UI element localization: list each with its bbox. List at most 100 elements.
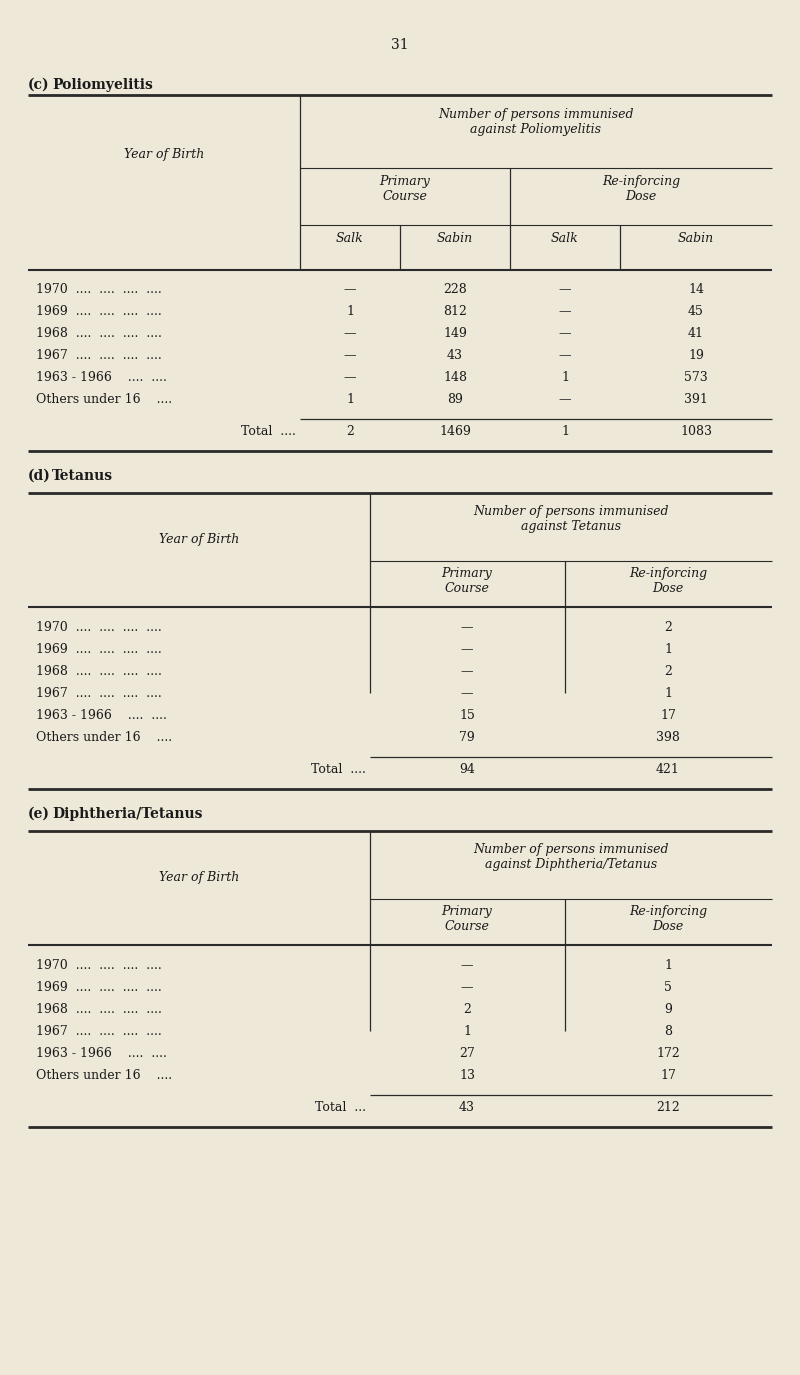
Text: 421: 421 [656, 763, 680, 776]
Text: 1970  ....  ....  ....  ....: 1970 .... .... .... .... [36, 622, 162, 634]
Text: 1: 1 [346, 305, 354, 318]
Text: 391: 391 [684, 393, 708, 406]
Text: 573: 573 [684, 371, 708, 384]
Text: 148: 148 [443, 371, 467, 384]
Text: 89: 89 [447, 393, 463, 406]
Text: 1968  ....  ....  ....  ....: 1968 .... .... .... .... [36, 666, 162, 678]
Text: 9: 9 [664, 1002, 672, 1016]
Text: 1: 1 [664, 644, 672, 656]
Text: 212: 212 [656, 1101, 680, 1114]
Text: 228: 228 [443, 283, 467, 296]
Text: —: — [344, 349, 356, 362]
Text: (e): (e) [28, 807, 50, 821]
Text: 45: 45 [688, 305, 704, 318]
Text: Others under 16    ....: Others under 16 .... [36, 1068, 172, 1082]
Text: Re-inforcing
Dose: Re-inforcing Dose [602, 175, 680, 204]
Text: 149: 149 [443, 327, 467, 340]
Text: 398: 398 [656, 732, 680, 744]
Text: Number of persons immunised
against Poliomyelitis: Number of persons immunised against Poli… [438, 109, 634, 136]
Text: 1970  ....  ....  ....  ....: 1970 .... .... .... .... [36, 283, 162, 296]
Text: 15: 15 [459, 710, 475, 722]
Text: 1963 - 1966    ....  ....: 1963 - 1966 .... .... [36, 710, 167, 722]
Text: Total  ...: Total ... [315, 1101, 366, 1114]
Text: —: — [461, 980, 474, 994]
Text: —: — [461, 644, 474, 656]
Text: Primary
Course: Primary Course [442, 905, 493, 934]
Text: 1: 1 [346, 393, 354, 406]
Text: 17: 17 [660, 1068, 676, 1082]
Text: —: — [558, 305, 571, 318]
Text: —: — [461, 688, 474, 700]
Text: 2: 2 [664, 622, 672, 634]
Text: —: — [344, 283, 356, 296]
Text: Diphtheria/Tetanus: Diphtheria/Tetanus [52, 807, 202, 821]
Text: Others under 16    ....: Others under 16 .... [36, 393, 172, 406]
Text: —: — [461, 666, 474, 678]
Text: 17: 17 [660, 710, 676, 722]
Text: —: — [558, 327, 571, 340]
Text: 41: 41 [688, 327, 704, 340]
Text: Year of Birth: Year of Birth [159, 534, 239, 546]
Text: 31: 31 [391, 38, 409, 52]
Text: 1969  ....  ....  ....  ....: 1969 .... .... .... .... [36, 980, 162, 994]
Text: 13: 13 [459, 1068, 475, 1082]
Text: Re-inforcing
Dose: Re-inforcing Dose [629, 566, 707, 595]
Text: —: — [344, 327, 356, 340]
Text: 27: 27 [459, 1046, 475, 1060]
Text: 1963 - 1966    ....  ....: 1963 - 1966 .... .... [36, 371, 167, 384]
Text: 5: 5 [664, 980, 672, 994]
Text: —: — [461, 958, 474, 972]
Text: 1968  ....  ....  ....  ....: 1968 .... .... .... .... [36, 1002, 162, 1016]
Text: Number of persons immunised
against Tetanus: Number of persons immunised against Teta… [474, 505, 669, 534]
Text: (d): (d) [28, 469, 51, 483]
Text: 79: 79 [459, 732, 475, 744]
Text: 1968  ....  ....  ....  ....: 1968 .... .... .... .... [36, 327, 162, 340]
Text: —: — [558, 393, 571, 406]
Text: 1: 1 [463, 1024, 471, 1038]
Text: Re-inforcing
Dose: Re-inforcing Dose [629, 905, 707, 934]
Text: 1969  ....  ....  ....  ....: 1969 .... .... .... .... [36, 644, 162, 656]
Text: Tetanus: Tetanus [52, 469, 113, 483]
Text: 1963 - 1966    ....  ....: 1963 - 1966 .... .... [36, 1046, 167, 1060]
Text: 2: 2 [664, 666, 672, 678]
Text: 1967  ....  ....  ....  ....: 1967 .... .... .... .... [36, 349, 162, 362]
Text: 14: 14 [688, 283, 704, 296]
Text: Year of Birth: Year of Birth [124, 148, 204, 161]
Text: 1: 1 [561, 371, 569, 384]
Text: Number of persons immunised
against Diphtheria/Tetanus: Number of persons immunised against Diph… [474, 843, 669, 870]
Text: 172: 172 [656, 1046, 680, 1060]
Text: Primary
Course: Primary Course [442, 566, 493, 595]
Text: Sabin: Sabin [437, 232, 473, 245]
Text: Total  ....: Total .... [241, 425, 296, 439]
Text: 2: 2 [346, 425, 354, 439]
Text: Salk: Salk [336, 232, 364, 245]
Text: —: — [558, 283, 571, 296]
Text: 1083: 1083 [680, 425, 712, 439]
Text: 1967  ....  ....  ....  ....: 1967 .... .... .... .... [36, 688, 162, 700]
Text: 2: 2 [463, 1002, 471, 1016]
Text: 1: 1 [664, 958, 672, 972]
Text: 1469: 1469 [439, 425, 471, 439]
Text: 8: 8 [664, 1024, 672, 1038]
Text: 43: 43 [459, 1101, 475, 1114]
Text: —: — [558, 349, 571, 362]
Text: Primary
Course: Primary Course [379, 175, 430, 204]
Text: (c): (c) [28, 78, 50, 92]
Text: —: — [344, 371, 356, 384]
Text: 1970  ....  ....  ....  ....: 1970 .... .... .... .... [36, 958, 162, 972]
Text: Others under 16    ....: Others under 16 .... [36, 732, 172, 744]
Text: 94: 94 [459, 763, 475, 776]
Text: 19: 19 [688, 349, 704, 362]
Text: 1967  ....  ....  ....  ....: 1967 .... .... .... .... [36, 1024, 162, 1038]
Text: 1: 1 [664, 688, 672, 700]
Text: Year of Birth: Year of Birth [159, 870, 239, 884]
Text: Total  ....: Total .... [311, 763, 366, 776]
Text: 43: 43 [447, 349, 463, 362]
Text: Salk: Salk [551, 232, 579, 245]
Text: —: — [461, 622, 474, 634]
Text: 1969  ....  ....  ....  ....: 1969 .... .... .... .... [36, 305, 162, 318]
Text: Sabin: Sabin [678, 232, 714, 245]
Text: 1: 1 [561, 425, 569, 439]
Text: 812: 812 [443, 305, 467, 318]
Text: Poliomyelitis: Poliomyelitis [52, 78, 153, 92]
